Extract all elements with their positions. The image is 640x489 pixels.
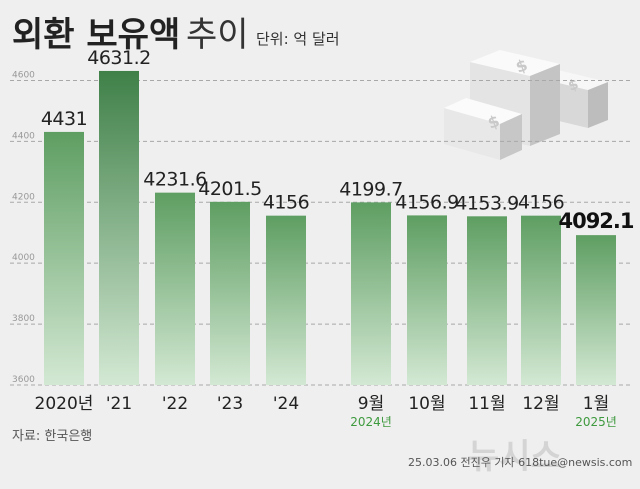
- bar: [407, 215, 447, 385]
- x-tick-label: '23: [217, 394, 243, 414]
- x-axis-labels: 2020년 '21 '22 '23 '24 9월 10월 11월 12월 1월: [35, 394, 610, 414]
- watermark-logo: 뉴시스: [468, 437, 562, 477]
- year-marker: 2025년: [575, 415, 617, 429]
- y-tick-label: 4200: [12, 192, 35, 202]
- data-label: 4156: [263, 192, 309, 214]
- data-label: 4156: [518, 192, 564, 214]
- year-markers: 2024년 2025년: [350, 415, 617, 429]
- y-tick-label: 3600: [12, 375, 35, 385]
- data-label: 4092.1: [558, 209, 633, 233]
- x-tick-label: 12월: [522, 394, 559, 414]
- x-tick-label: 9월: [358, 394, 384, 414]
- bar: [44, 131, 84, 385]
- data-label: 4431: [41, 108, 87, 130]
- bar: [99, 70, 139, 385]
- bar: [155, 192, 195, 385]
- chart-title: 외환 보유액: [12, 15, 180, 55]
- x-tick-label: 11월: [468, 394, 505, 414]
- bar: [351, 202, 391, 385]
- chart-title-suffix: 추이: [186, 15, 249, 55]
- bar: [521, 215, 561, 385]
- value-labels: 44314631.24231.64201.541564199.74156.941…: [41, 47, 635, 233]
- y-tick-label: 4000: [12, 253, 35, 263]
- source-label: 자료: 한국은행: [12, 428, 92, 444]
- bar: [210, 201, 250, 385]
- year-marker: 2024년: [350, 415, 392, 429]
- y-tick-label: 4400: [12, 131, 35, 141]
- data-label: 4631.2: [87, 47, 150, 69]
- data-label: 4156.9: [395, 191, 458, 213]
- unit-label: 단위: 억 달러: [256, 30, 340, 48]
- money-stack-icon: $ $ $: [444, 50, 608, 160]
- bar-series: [44, 70, 616, 385]
- x-tick-label: '24: [273, 394, 299, 414]
- bar: [467, 216, 507, 385]
- data-label: 4201.5: [198, 178, 261, 200]
- x-tick-label: 1월: [583, 394, 609, 414]
- bar: [576, 235, 616, 385]
- bar: [266, 215, 306, 385]
- x-tick-label: 2020년: [35, 394, 94, 414]
- x-tick-label: 10월: [408, 394, 445, 414]
- credit-label: 25.03.06 전진우 기자 618tue@newsis.com: [408, 456, 632, 469]
- data-label: 4199.7: [339, 178, 402, 200]
- data-label: 4153.9: [455, 192, 518, 214]
- x-tick-label: '22: [162, 394, 188, 414]
- y-tick-label: 4600: [12, 70, 35, 80]
- y-tick-label: 3800: [12, 314, 35, 324]
- data-label: 4231.6: [143, 169, 206, 191]
- x-tick-label: '21: [106, 394, 132, 414]
